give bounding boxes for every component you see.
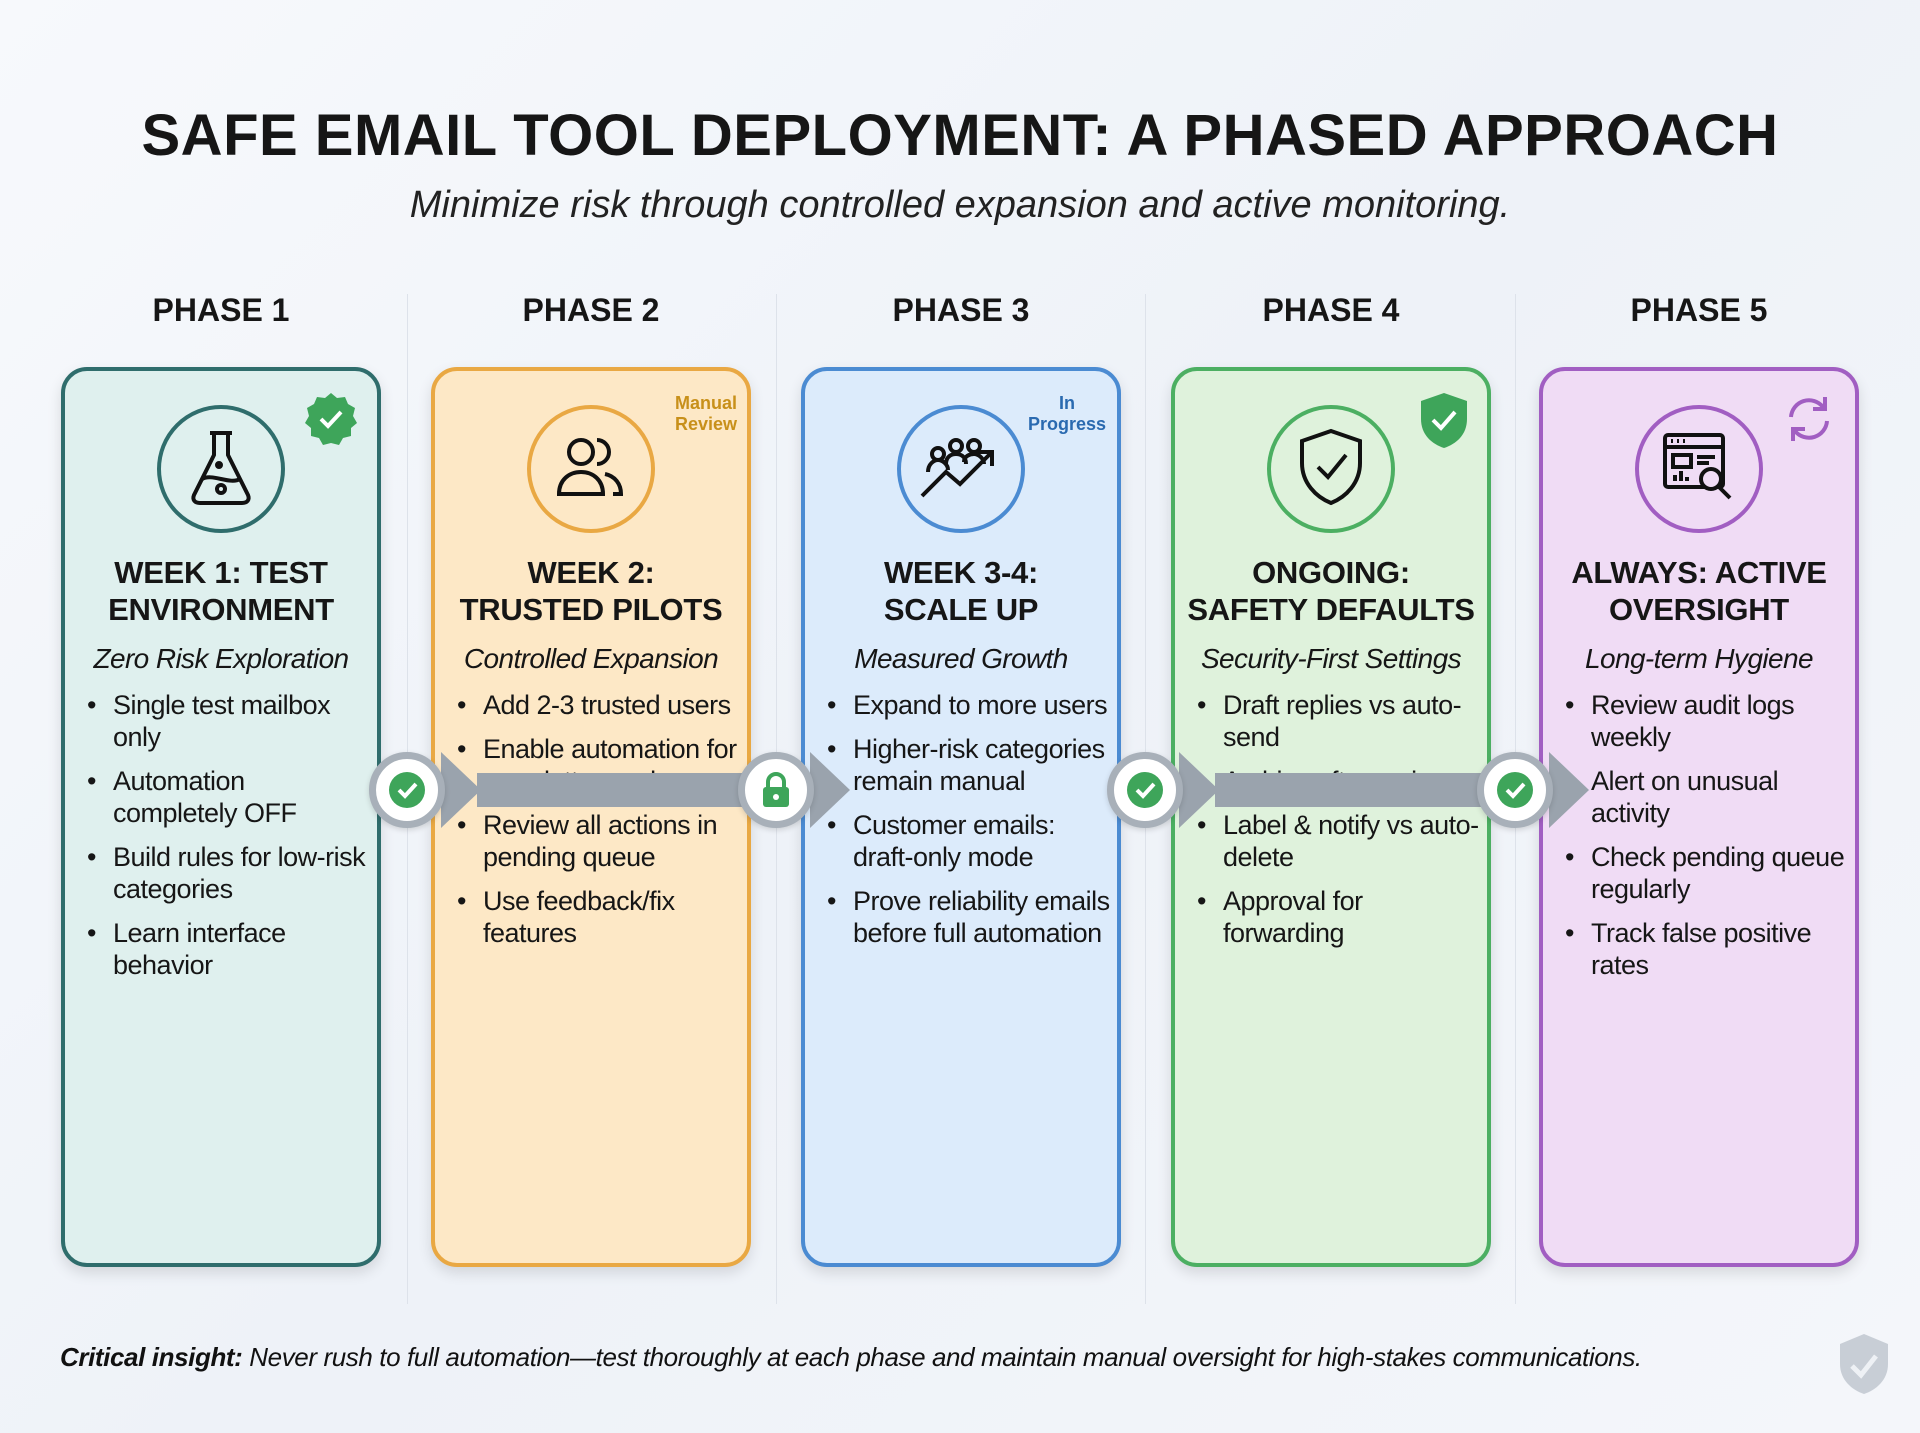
- bullet-item: Automation completely OFF: [87, 765, 375, 829]
- bullet-item: Single test mailbox only: [87, 689, 375, 753]
- shield-watermark-icon: [1840, 1334, 1888, 1394]
- icon-circle: [527, 405, 655, 533]
- phase-label: PHASE 2: [522, 292, 660, 328]
- check-icon: [389, 772, 425, 808]
- phase-heading: WEEK 1: TEST ENVIRONMENT: [65, 554, 377, 628]
- bullet-item: Approval for forwarding: [1197, 885, 1485, 949]
- users-icon: [551, 432, 631, 507]
- bullet-item: Add 2-3 trusted users: [457, 689, 745, 721]
- dashboard-search-icon: [1659, 427, 1739, 512]
- phase-card: ALWAYS: ACTIVE OVERSIGHT Long-term Hygiene…: [1539, 367, 1859, 1267]
- heading-line: SAFETY DEFAULTS: [1187, 592, 1475, 627]
- phase-heading: WEEK 2: TRUSTED PILOTS: [435, 554, 747, 628]
- heading-line: WEEK 3-4:: [883, 555, 1039, 590]
- phase-transition-node: [1107, 752, 1183, 828]
- icon-circle: [897, 405, 1025, 533]
- phase-label: PHASE 1: [152, 292, 290, 328]
- bullet-item: Review all actions in pending queue: [457, 809, 745, 873]
- heading-line: WEEK 2:: [527, 555, 655, 590]
- arrow-head: [1179, 752, 1219, 828]
- bullet-item: Expand to more users: [827, 689, 1115, 721]
- phase-heading: ONGOING: SAFETY DEFAULTS: [1175, 554, 1487, 628]
- refresh-icon: [1781, 391, 1837, 452]
- phase-subheading: Controlled Expansion: [463, 643, 719, 674]
- flask-icon: [186, 427, 256, 512]
- icon-circle: [1267, 405, 1395, 533]
- heading-line: SCALE UP: [883, 592, 1039, 627]
- phase-transition-node: [738, 752, 814, 828]
- phase-card: ONGOING: SAFETY DEFAULTS Security-First Se…: [1171, 367, 1491, 1267]
- page-title: SAFE EMAIL TOOL DEPLOYMENT: A PHASED APP…: [141, 103, 1779, 168]
- bullet-item: Customer emails: draft-only mode: [827, 809, 1115, 873]
- phase-heading: WEEK 3-4: SCALE UP: [805, 554, 1117, 628]
- page-subtitle: Minimize risk through controlled expansi…: [409, 184, 1511, 226]
- connector-bar: [1215, 773, 1485, 807]
- phase-subheading: Zero Risk Exploration: [93, 643, 349, 674]
- icon-circle: [157, 405, 285, 533]
- bullet-item: Use feedback/fix features: [457, 885, 745, 949]
- phase-subheading: Long-term Hygiene: [1585, 643, 1814, 674]
- heading-line: ONGOING:: [1252, 555, 1410, 590]
- check-icon: [1497, 772, 1533, 808]
- bullet-item: Track false positive rates: [1565, 917, 1853, 981]
- lock-icon: [763, 772, 789, 807]
- badge-text: Manual Review: [675, 393, 738, 434]
- heading-line: OVERSIGHT: [1609, 592, 1789, 627]
- badge-text: In Progress: [1027, 393, 1107, 434]
- bullet-item: Higher-risk categories remain manual: [827, 733, 1115, 797]
- phase-label: PHASE 5: [1630, 292, 1768, 328]
- phase-heading: ALWAYS: ACTIVE OVERSIGHT: [1543, 554, 1855, 628]
- phase-subheading: Measured Growth: [854, 643, 1068, 674]
- connector-bar: [477, 773, 746, 807]
- phase-card: In Progress WEEK 3-4: SCALE UP Measured Gro…: [801, 367, 1121, 1267]
- bullet-item: Build rules for low-risk categories: [87, 841, 375, 905]
- phase-label: PHASE 3: [892, 292, 1030, 328]
- arrow-head: [810, 752, 850, 828]
- icon-circle: [1635, 405, 1763, 533]
- heading-line: WEEK 1: TEST: [114, 555, 328, 590]
- insight-text: Never rush to full automation—test thoro…: [242, 1342, 1642, 1372]
- shield-check-badge-icon: [1419, 391, 1469, 454]
- bullet-item: Check pending queue regularly: [1565, 841, 1853, 905]
- phase-transition-node: [369, 752, 445, 828]
- phase-card: WEEK 1: TEST ENVIRONMENT Zero Risk Explora…: [61, 367, 381, 1267]
- shield-check-icon: [1296, 427, 1366, 512]
- status-badge: Manual Review: [675, 393, 737, 435]
- phase-transition-node: [1477, 752, 1553, 828]
- status-badge: In Progress: [1027, 393, 1107, 435]
- insight-lead: Critical insight:: [60, 1342, 243, 1372]
- bullet-item: Review audit logs weekly: [1565, 689, 1853, 753]
- check-icon: [1127, 772, 1163, 808]
- heading-line: TRUSTED PILOTS: [459, 592, 723, 627]
- arrow-head: [441, 752, 481, 828]
- phase-subheading: Security-First Settings: [1200, 643, 1462, 674]
- heading-line: ENVIRONMENT: [108, 592, 334, 627]
- bullet-item: Draft replies vs auto-send: [1197, 689, 1485, 753]
- arrow-head: [1549, 752, 1589, 828]
- growth-chart-icon: [916, 432, 1006, 507]
- bullet-item: Learn interface behavior: [87, 917, 375, 981]
- phase-label: PHASE 4: [1262, 292, 1400, 328]
- bullet-item: Prove reliability emails before full aut…: [827, 885, 1115, 949]
- bullet-item: Alert on unusual activity: [1565, 765, 1853, 829]
- critical-insight: Critical insight: Never rush to full aut…: [60, 1342, 1642, 1373]
- verified-badge-icon: [303, 391, 359, 452]
- bullet-item: Label & notify vs auto-delete: [1197, 809, 1485, 873]
- heading-line: ALWAYS: ACTIVE: [1571, 555, 1827, 590]
- phase-card: Manual Review WEEK 2: TRUSTED PILOTS Contro…: [431, 367, 751, 1267]
